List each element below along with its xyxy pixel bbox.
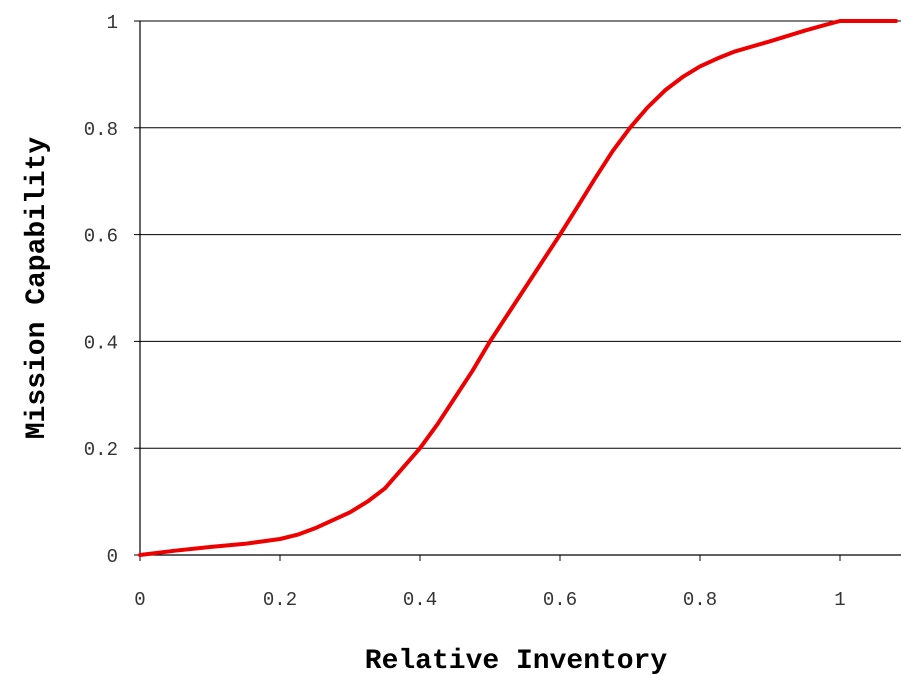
y-tick-label: 0.4: [84, 332, 118, 354]
series-line: [138, 19, 898, 557]
x-axis-title: Relative Inventory: [365, 646, 668, 675]
grid-lines: [140, 20, 901, 449]
x-tick-label: 1: [834, 589, 845, 611]
y-tick-label: 0.2: [84, 439, 118, 461]
y-tick-label: 0.6: [84, 226, 118, 248]
x-tick-label: 0: [134, 589, 145, 611]
x-tick-label: 0.8: [683, 589, 717, 611]
x-tick-label: 0.4: [403, 589, 437, 611]
y-tick-label: 1: [107, 12, 118, 34]
axes: [134, 20, 901, 561]
y-tick-label: 0.8: [84, 119, 118, 141]
y-axis-title: Mission Capability: [22, 137, 53, 440]
tick-labels: 0 0.2 0.4 0.6 0.8 1 0 0.2 0.4 0.6 0.8 1: [84, 12, 846, 611]
x-tick-label: 0.6: [543, 589, 577, 611]
x-tick-label: 0.2: [263, 589, 297, 611]
series-lines: [138, 19, 898, 557]
y-tick-label: 0: [107, 546, 118, 568]
